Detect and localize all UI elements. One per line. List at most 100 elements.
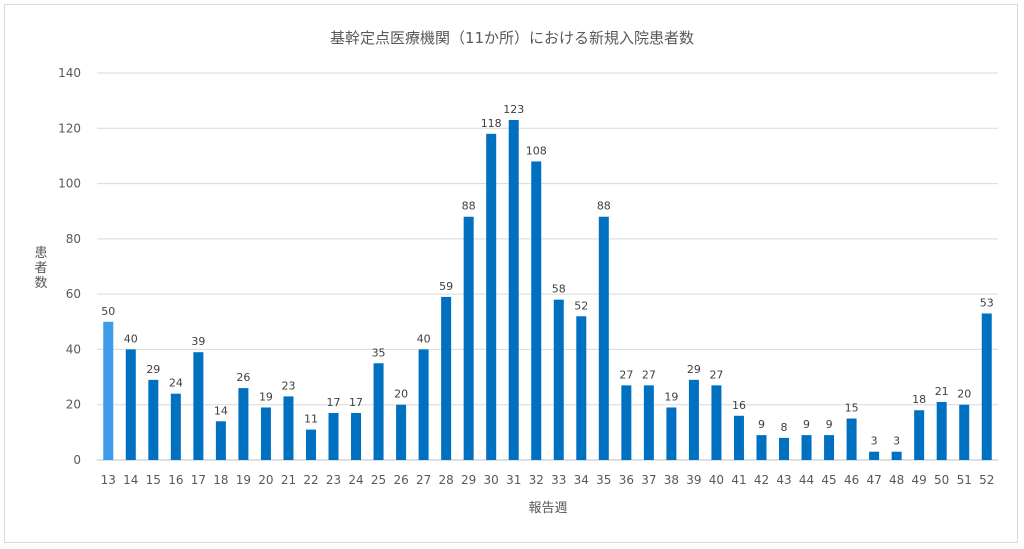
data-label-week-48: 3 — [893, 435, 900, 448]
data-label-week-24: 17 — [349, 396, 363, 409]
bar-week-49 — [914, 410, 925, 460]
data-label-week-38: 19 — [664, 390, 678, 403]
bar-week-33 — [553, 299, 564, 460]
x-tick-label: 23 — [326, 473, 341, 487]
bar-week-46 — [846, 418, 857, 460]
x-tick-label: 21 — [281, 473, 296, 487]
bar-week-44 — [801, 435, 812, 460]
data-label-week-30: 118 — [481, 117, 502, 130]
x-tick-label: 31 — [506, 473, 521, 487]
bar-week-41 — [733, 415, 744, 460]
data-label-week-32: 108 — [526, 144, 547, 157]
x-tick-label: 33 — [551, 473, 566, 487]
x-tick-label: 18 — [213, 473, 228, 487]
bar-week-40 — [711, 385, 722, 460]
data-label-week-15: 29 — [146, 363, 160, 376]
data-label-week-13: 50 — [101, 305, 115, 318]
data-label-week-17: 39 — [191, 335, 205, 348]
data-label-week-39: 29 — [687, 363, 701, 376]
x-tick-label: 28 — [438, 473, 453, 487]
x-tick-label: 22 — [303, 473, 318, 487]
data-label-week-16: 24 — [169, 377, 183, 390]
data-label-week-18: 14 — [214, 404, 228, 417]
x-tick-label: 49 — [912, 473, 927, 487]
x-tick-label: 29 — [461, 473, 476, 487]
x-tick-label: 14 — [123, 473, 138, 487]
y-axis-title-char: 者 — [34, 261, 47, 276]
x-tick-label: 41 — [731, 473, 746, 487]
x-axis-ticks: 13 14 15 16 17 18 19 20 21 22 23 24 25 26 27 28 29 30 31 32… — [101, 473, 995, 487]
bar-week-38 — [666, 407, 677, 460]
data-label-week-51: 20 — [957, 388, 971, 401]
x-tick-label: 44 — [799, 473, 814, 487]
bar-week-35 — [598, 216, 609, 460]
data-label-week-20: 19 — [259, 390, 273, 403]
x-tick-label: 40 — [709, 473, 724, 487]
x-tick-label: 26 — [393, 473, 408, 487]
data-label-week-29: 88 — [462, 200, 476, 213]
chart-title: 基幹定点医療機関（11か所）における新規入院患者数 — [330, 29, 694, 47]
bar-week-13 — [103, 321, 114, 460]
y-axis-ticks: 0 20 40 60 80 100 120 140 — [58, 66, 81, 467]
bar-week-30 — [486, 133, 497, 461]
x-tick-label: 52 — [979, 473, 994, 487]
data-label-week-23: 17 — [327, 396, 341, 409]
bar-week-31 — [508, 119, 519, 460]
x-tick-label: 37 — [641, 473, 656, 487]
data-label-week-33: 58 — [552, 283, 566, 296]
bar-week-48 — [891, 451, 902, 460]
x-tick-label: 47 — [866, 473, 881, 487]
x-tick-label: 39 — [686, 473, 701, 487]
bar-week-37 — [643, 385, 654, 460]
y-axis-title-char: 数 — [34, 276, 47, 291]
data-label-week-47: 3 — [871, 435, 878, 448]
bar-week-45 — [824, 435, 835, 460]
x-tick-label: 45 — [821, 473, 836, 487]
data-label-week-14: 40 — [124, 332, 138, 345]
x-axis-title: 報告週 — [528, 501, 567, 516]
bar-week-20 — [260, 407, 271, 460]
y-tick-label: 80 — [66, 232, 81, 246]
data-label-week-40: 27 — [709, 368, 723, 381]
x-tick-label: 24 — [348, 473, 363, 487]
data-label-week-31: 123 — [503, 103, 524, 116]
bar-week-39 — [688, 379, 699, 460]
data-label-week-19: 26 — [236, 371, 250, 384]
bar-week-47 — [869, 451, 880, 460]
bar-week-18 — [215, 421, 226, 460]
x-tick-label: 35 — [596, 473, 611, 487]
y-tick-label: 20 — [66, 398, 81, 412]
bar-chart: 基幹定点医療機関（11か所）における新規入院患者数 0 20 40 60 80 100 12… — [34, 29, 998, 516]
x-tick-label: 46 — [844, 473, 859, 487]
x-tick-label: 13 — [101, 473, 116, 487]
x-tick-label: 38 — [664, 473, 679, 487]
data-label-week-44: 9 — [803, 418, 810, 431]
x-tick-label: 51 — [957, 473, 972, 487]
bar-week-16 — [170, 393, 181, 460]
data-label-week-27: 40 — [417, 332, 431, 345]
bar-week-19 — [238, 388, 249, 460]
x-tick-label: 36 — [619, 473, 634, 487]
bar-week-14 — [125, 349, 136, 460]
x-tick-label: 50 — [934, 473, 949, 487]
data-label-week-49: 18 — [912, 393, 926, 406]
x-tick-label: 42 — [754, 473, 769, 487]
gridlines — [97, 72, 998, 461]
bar-week-22 — [305, 429, 316, 460]
data-label-week-41: 16 — [732, 399, 746, 412]
bar-week-25 — [373, 363, 384, 460]
data-label-week-35: 88 — [597, 200, 611, 213]
bar-week-27 — [418, 349, 429, 460]
data-label-week-42: 9 — [758, 418, 765, 431]
data-label-week-46: 15 — [845, 402, 859, 415]
y-tick-label: 140 — [58, 66, 81, 80]
bars — [103, 119, 992, 461]
data-label-week-52: 53 — [980, 296, 994, 309]
bar-week-21 — [283, 396, 294, 460]
x-tick-label: 25 — [371, 473, 386, 487]
data-label-week-43: 8 — [781, 421, 788, 434]
y-tick-label: 100 — [58, 177, 81, 191]
data-label-week-22: 11 — [304, 413, 318, 426]
x-tick-label: 30 — [484, 473, 499, 487]
